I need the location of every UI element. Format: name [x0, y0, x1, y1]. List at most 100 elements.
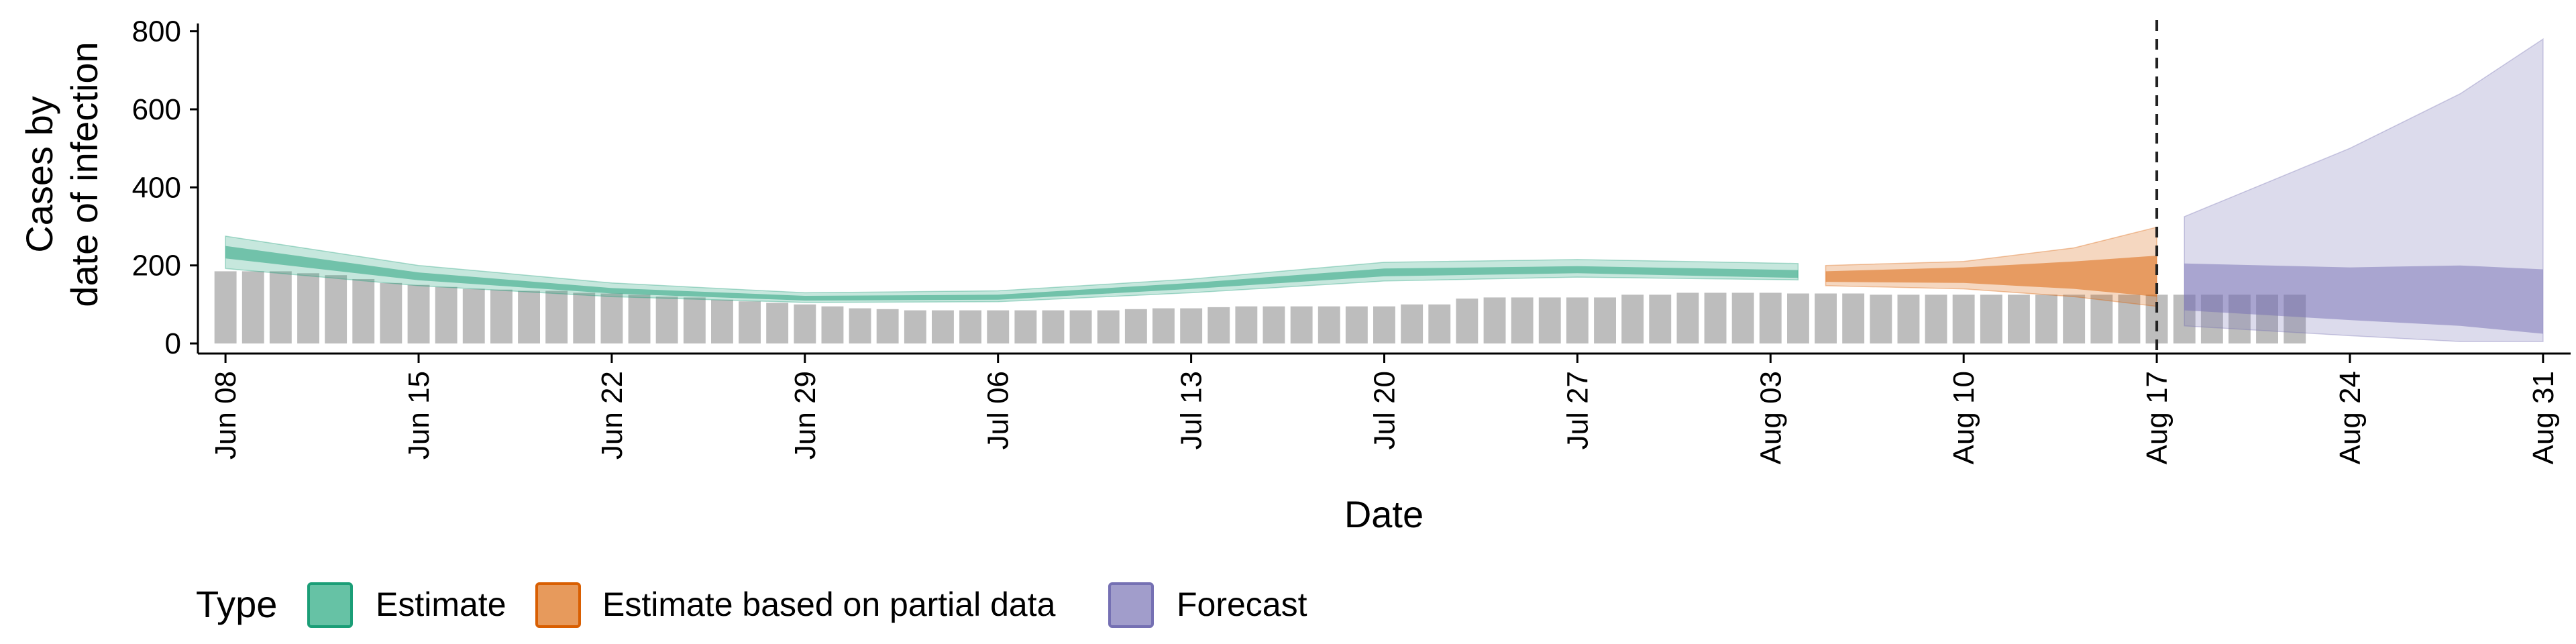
- x-tick-label: Jun 29: [789, 371, 822, 460]
- case-bar: [1180, 308, 1203, 343]
- case-bar: [1787, 293, 1809, 343]
- case-bar: [1483, 297, 1506, 343]
- case-bar: [987, 310, 1010, 343]
- case-bar: [1235, 306, 1258, 343]
- y-tick-label: 200: [132, 250, 181, 282]
- x-tick-label: Aug 03: [1754, 371, 1787, 464]
- case-bar: [1952, 294, 1975, 343]
- y-axis-ticks: 0 200 400 600 800: [132, 15, 198, 360]
- y-tick-label: 800: [132, 15, 181, 48]
- x-tick-label: Aug 17: [2141, 371, 2174, 464]
- x-tick-label: Jul 06: [982, 371, 1015, 449]
- case-bar: [490, 289, 513, 343]
- case-bar: [297, 273, 319, 343]
- case-bar: [1014, 310, 1037, 343]
- case-bar: [766, 303, 789, 343]
- estimate-based-on-partial-data-inner-band: [1825, 256, 2157, 297]
- case-bar: [794, 304, 816, 343]
- case-bar: [1428, 304, 1451, 343]
- case-bar: [1897, 294, 1920, 343]
- case-bar: [352, 279, 375, 343]
- case-bar: [1676, 292, 1699, 343]
- case-bar: [1815, 293, 1837, 343]
- case-bar: [1980, 294, 2002, 343]
- case-bar: [1538, 297, 1561, 343]
- case-bar: [573, 292, 596, 343]
- case-bar: [1594, 297, 1616, 343]
- legend-label-partial: Estimate based on partial data: [602, 586, 1056, 623]
- case-bar: [1621, 294, 1644, 343]
- case-bar: [407, 284, 430, 343]
- x-tick-label: Jun 08: [209, 371, 242, 460]
- case-bar: [2090, 294, 2113, 343]
- legend-key-estimate: [307, 582, 353, 628]
- estimate-outer-band: [225, 235, 1799, 303]
- x-tick-label: Jul 13: [1175, 371, 1208, 449]
- case-bar: [1731, 292, 1754, 343]
- x-tick-label: Jul 27: [1561, 371, 1594, 449]
- case-bars: [214, 271, 2306, 343]
- case-bar: [1345, 306, 1368, 343]
- case-bar: [1290, 306, 1313, 343]
- case-bar: [1097, 310, 1120, 343]
- x-tick-label: Aug 31: [2527, 371, 2560, 464]
- case-bar: [1704, 292, 1727, 343]
- case-bar: [435, 286, 458, 343]
- case-bar: [1649, 294, 1672, 343]
- case-bar: [959, 310, 981, 343]
- case-bar: [1842, 293, 1865, 343]
- legend-key-partial: [535, 582, 581, 628]
- case-bar: [821, 306, 844, 343]
- case-bar: [1373, 306, 1395, 343]
- x-tick-label: Jun 15: [402, 371, 435, 460]
- case-bar: [849, 308, 871, 343]
- case-bar: [1124, 309, 1147, 343]
- x-axis-title: Date: [1344, 493, 1424, 535]
- case-bar: [545, 290, 568, 343]
- case-bar: [462, 288, 485, 343]
- x-axis-ticks: Jun 08 Jun 15 Jun 22 Jun 29 Jul 06 Jul 13 Jul …: [209, 354, 2560, 464]
- case-bar: [1759, 292, 1782, 343]
- legend: Type Estimate Estimate based on partial …: [196, 582, 1307, 628]
- forecast-inner-band: [2184, 263, 2543, 334]
- y-tick-label: 600: [132, 93, 181, 126]
- y-tick-label: 400: [132, 171, 181, 204]
- x-tick-label: Jun 22: [596, 371, 629, 460]
- case-bar: [1566, 297, 1589, 343]
- case-bar: [2118, 294, 2141, 343]
- y-axis-title-line-1: Cases by: [18, 96, 60, 252]
- y-tick-label: 0: [165, 327, 181, 360]
- case-bar: [1870, 294, 1892, 343]
- case-bar: [1042, 310, 1065, 343]
- case-bar: [655, 297, 678, 343]
- case-bar: [1263, 306, 1285, 343]
- case-bar: [739, 301, 761, 343]
- case-bar: [683, 297, 706, 343]
- case-bar: [711, 299, 733, 343]
- y-axis-title-line-2: date of infection: [63, 42, 105, 307]
- case-bar: [1208, 307, 1230, 343]
- x-tick-label: Aug 24: [2334, 371, 2367, 464]
- case-bar: [2008, 294, 2030, 343]
- case-bar: [518, 290, 540, 343]
- case-bar: [904, 310, 926, 343]
- case-bar: [1456, 299, 1479, 343]
- case-bar: [628, 294, 651, 343]
- case-bar: [214, 271, 237, 343]
- x-tick-label: Aug 10: [1947, 371, 1980, 464]
- case-bar: [269, 271, 292, 343]
- legend-label-forecast: Forecast: [1177, 586, 1307, 623]
- case-bar: [2063, 294, 2086, 343]
- case-bar: [1401, 304, 1424, 343]
- case-bar: [1318, 306, 1340, 343]
- case-bar: [1152, 308, 1175, 343]
- case-bar: [325, 275, 347, 343]
- estimate-bands: [225, 38, 2544, 342]
- case-bar: [876, 309, 899, 343]
- case-bar: [1069, 310, 1092, 343]
- legend-title: Type: [196, 583, 277, 625]
- case-bar: [1925, 294, 1947, 343]
- case-bar: [932, 310, 954, 343]
- case-bar: [1511, 297, 1534, 343]
